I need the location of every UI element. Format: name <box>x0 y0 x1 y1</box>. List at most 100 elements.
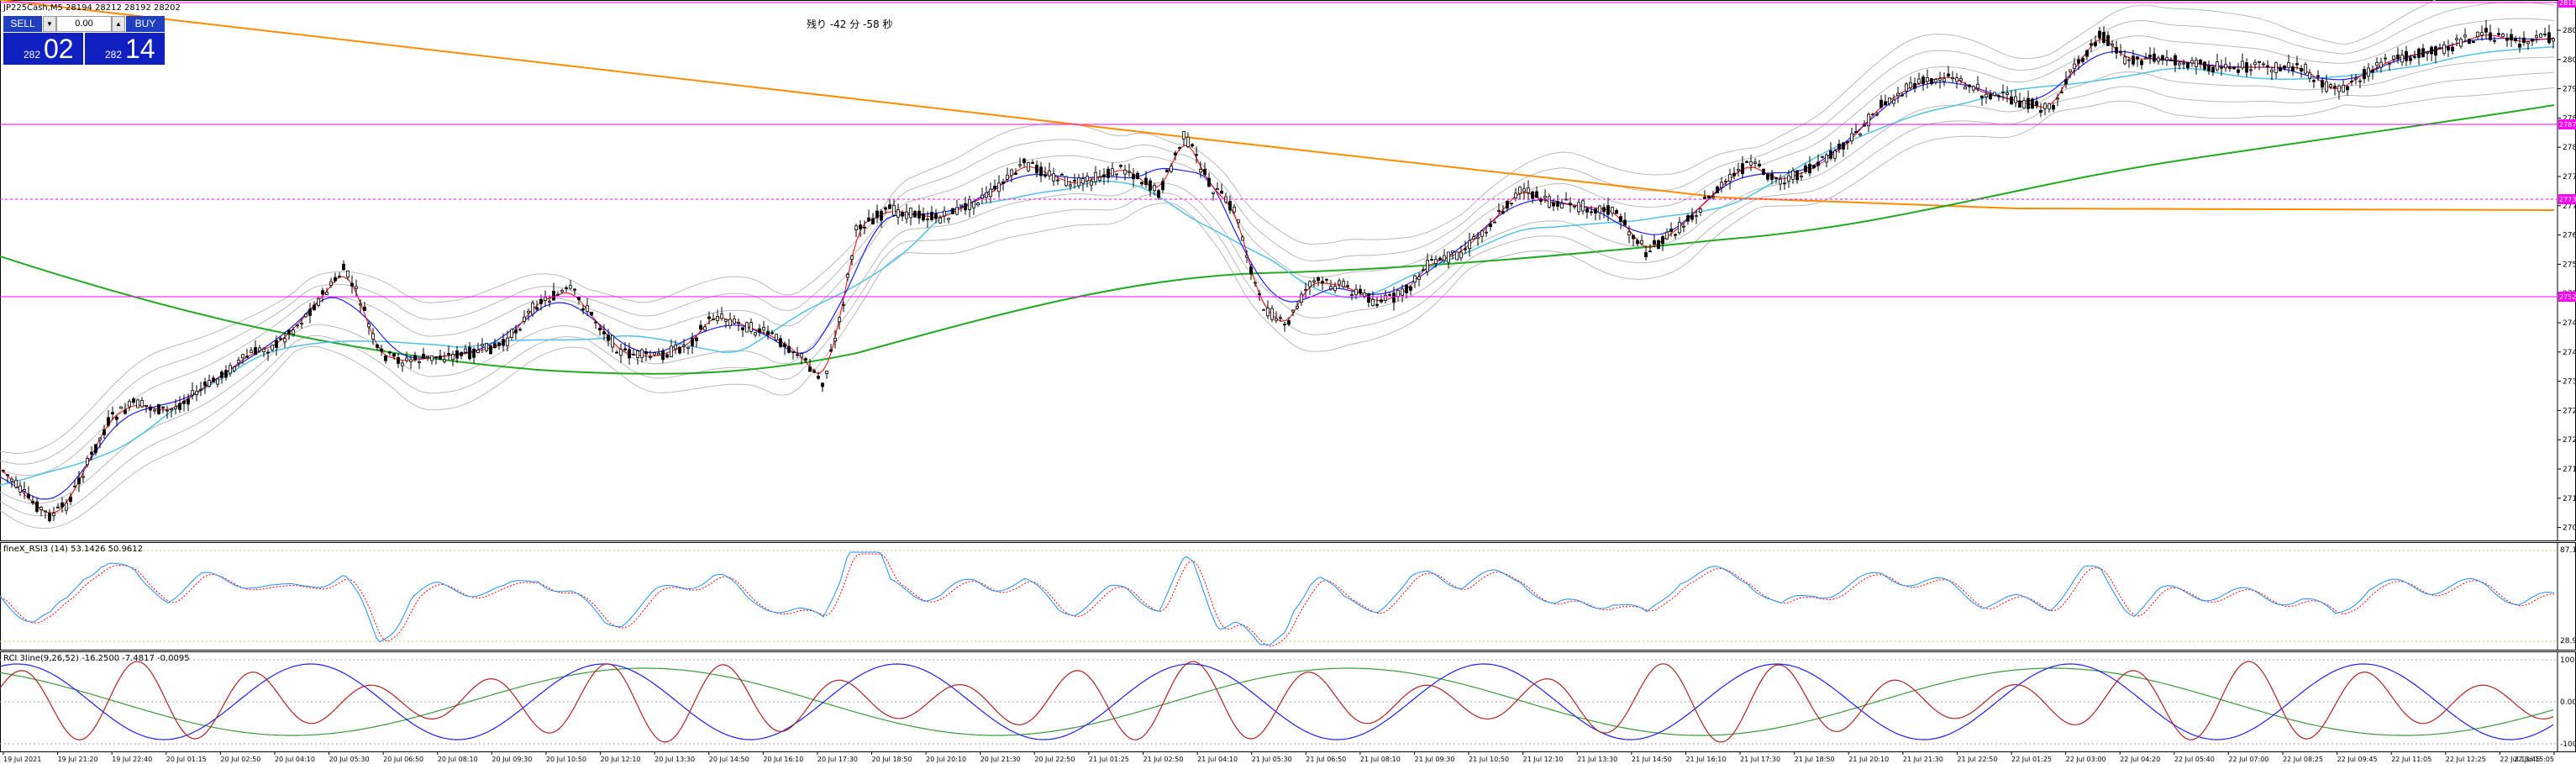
candle-body <box>2367 67 2370 77</box>
candle-body <box>1375 303 1379 306</box>
time-axis-label: 22 Jul 09:45 <box>2337 756 2378 763</box>
rci-long-line[interactable] <box>0 667 2554 736</box>
candle-body <box>460 351 463 356</box>
candle-body <box>2039 110 2042 113</box>
candle-body <box>2182 62 2185 65</box>
candle-body <box>2144 57 2148 60</box>
time-axis-label: 21 Jul 04:10 <box>1197 756 1238 763</box>
candle-body <box>2346 86 2349 91</box>
candle-body <box>1959 78 1963 82</box>
candle-body <box>892 204 896 216</box>
candle-body <box>2552 38 2555 42</box>
candle-body <box>497 342 501 346</box>
candle-body <box>720 314 723 319</box>
candle-body <box>2400 55 2404 63</box>
candle-body <box>1338 280 1341 285</box>
candle-body <box>1493 221 1496 224</box>
long-sma-line[interactable] <box>0 104 2555 375</box>
candle-body <box>1527 187 1530 193</box>
candle-body <box>476 349 480 354</box>
candle-body <box>560 290 564 292</box>
candle-body <box>2392 55 2395 60</box>
candle-body <box>514 329 518 334</box>
candle-body <box>2077 59 2080 64</box>
candle-body <box>1300 293 1303 303</box>
lot-size-input[interactable]: 0.00 <box>56 16 112 32</box>
candle-body <box>39 507 43 510</box>
candle-body <box>296 324 299 327</box>
slow-ma-line[interactable] <box>0 46 2555 486</box>
buy-price-small: 282 <box>105 49 123 61</box>
candle-body <box>2195 60 2198 67</box>
time-axis-label: 22 Jul 08:25 <box>2283 756 2323 763</box>
candle-body <box>2064 79 2068 85</box>
buy-price-display[interactable]: 282 14 <box>85 33 165 65</box>
sell-button[interactable]: SELL <box>3 16 42 32</box>
candle-body <box>245 356 249 358</box>
candle-body <box>1296 305 1299 309</box>
candle-body <box>703 326 707 331</box>
candle-body <box>2262 63 2265 66</box>
long-term-ma-line[interactable] <box>0 0 2555 211</box>
candle-body <box>531 303 534 315</box>
candle-body <box>749 322 753 332</box>
one-click-trade-panel: SELL ▼ 0.00 ▲ BUY 282 02 282 14 <box>3 16 165 65</box>
rci-indicator-panel[interactable]: RCI 3line(9,26,52) -16.2500 -7.4817 -0.0… <box>0 651 2576 752</box>
candle-body <box>922 213 925 221</box>
candle-body <box>1837 143 1841 150</box>
candle-body <box>2480 32 2484 36</box>
candle-body <box>1623 219 1627 226</box>
candle-body <box>376 344 379 348</box>
candle-body <box>2035 101 2038 107</box>
candle-body <box>1178 147 1181 149</box>
lot-increase-button[interactable]: ▲ <box>112 16 125 32</box>
time-axis-label: 21 Jul 17:30 <box>1740 756 1780 763</box>
rci-mid-line[interactable] <box>0 663 2554 740</box>
price-chart-svg: 28063 28003 27943 27883 27823 27763 27703 27643… <box>0 0 2576 541</box>
candle-body <box>598 328 602 331</box>
candle-body <box>2190 60 2194 64</box>
candle-body <box>1367 293 1370 303</box>
rsi-signal-line[interactable] <box>0 553 2555 647</box>
candle-body <box>1392 292 1396 303</box>
candle-body <box>1758 163 1761 167</box>
candle-body <box>1220 191 1223 194</box>
rsi-indicator-panel[interactable]: fineX_RSI3 (14) 53.1426 50.9612 87.1604 … <box>0 542 2576 651</box>
rsi-line[interactable] <box>0 551 2555 645</box>
candle-body <box>1115 173 1118 176</box>
sell-price-display[interactable]: 282 02 <box>3 33 83 65</box>
candle-body <box>955 207 959 215</box>
candle-body <box>1884 101 1887 106</box>
candle-body <box>94 444 97 453</box>
candle-body <box>2438 47 2442 50</box>
candle-body <box>733 319 736 324</box>
bollinger-band-line <box>0 71 2555 517</box>
rci-short-line[interactable] <box>0 661 2554 743</box>
lot-decrease-button[interactable]: ▼ <box>43 16 56 32</box>
candle-body <box>1371 298 1375 306</box>
candle-body <box>73 485 76 487</box>
buy-button[interactable]: BUY <box>126 16 165 32</box>
candle-body <box>212 377 215 382</box>
candle-body <box>208 380 211 387</box>
price-axis-label: 27943 <box>2563 86 2576 94</box>
candle-body <box>502 339 505 346</box>
candle-body <box>153 409 156 412</box>
candle-body <box>2161 55 2164 61</box>
candle-body <box>1825 154 1828 163</box>
candle-body <box>2287 62 2290 68</box>
candle-body <box>678 346 681 354</box>
candle-body <box>812 370 816 373</box>
candle-body <box>1707 196 1711 199</box>
price-chart-panel[interactable]: 28063 28003 27943 27883 27823 27763 27703 27643… <box>0 0 2576 541</box>
candle-body <box>2371 69 2374 73</box>
candle-body <box>1943 78 1946 82</box>
candle-body <box>1783 182 1786 185</box>
candle-body <box>1951 76 1954 80</box>
candle-body <box>1653 240 1656 245</box>
candle-body <box>518 329 522 331</box>
price-tag-label: 27733 <box>2559 196 2576 203</box>
candle-body <box>1388 294 1391 296</box>
candle-body <box>913 210 917 218</box>
candle-body <box>1594 208 1597 213</box>
